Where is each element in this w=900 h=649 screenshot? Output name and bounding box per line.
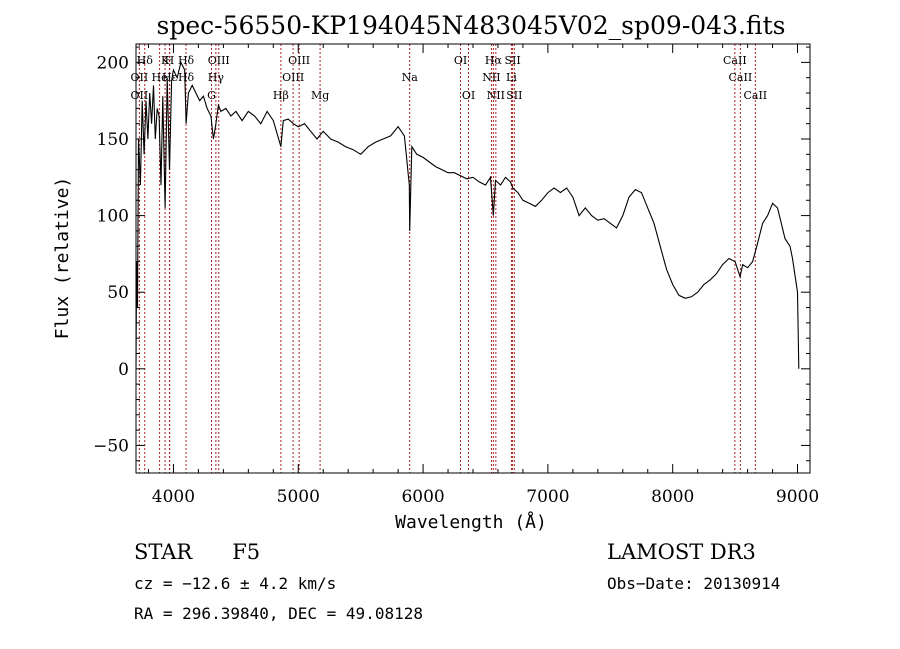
line-marker-label: OIII (282, 71, 304, 84)
line-marker-label: K (161, 54, 170, 67)
y-axis-label: Flux (relative) (52, 177, 73, 340)
plot-frame (135, 43, 811, 474)
line-marker-label: Mg (311, 89, 329, 102)
y-tick-label: 100 (97, 207, 129, 227)
line-marker-label: Li (506, 71, 517, 84)
line-marker-label: CaII (729, 71, 753, 84)
x-tick-label: 5000 (277, 487, 320, 507)
x-tick-label: 9000 (776, 487, 819, 507)
spectrum-line (135, 60, 800, 369)
line-marker-label: SII (506, 89, 522, 102)
line-marker-label: Hα (485, 54, 503, 67)
redshift-info: cz = −12.6 ± 4.2 km/s (134, 574, 337, 593)
y-tick-label: 150 (97, 130, 129, 150)
line-marker-label: H (165, 54, 175, 67)
line-marker-label: CaII (723, 54, 747, 67)
y-tick-label: 50 (107, 283, 129, 303)
chart-title: spec-56550-KP194045N483045V02_sp09-043.f… (157, 11, 786, 40)
line-marker-label: Hδ (178, 71, 195, 84)
x-axis-label: Wavelength (Å) (395, 511, 547, 533)
x-tick-label: 4000 (152, 487, 195, 507)
y-axis: −50 0 50 100 150 200 (93, 46, 810, 462)
y-tick-label: −50 (93, 436, 129, 456)
line-marker-label: Hγ (208, 71, 225, 84)
x-tick-label: 7000 (526, 487, 569, 507)
line-marker-label: Hβ (273, 89, 289, 102)
object-class-label: STAR (134, 540, 193, 564)
y-tick-label: 200 (97, 53, 129, 73)
line-marker-label: Hδ (137, 54, 154, 67)
ra-dec: RA = 296.39840, DEC = 49.08128 (134, 604, 423, 623)
x-tick-label: 6000 (401, 487, 444, 507)
line-marker-label: OI (454, 54, 467, 67)
line-marker-label: OIII (288, 54, 310, 67)
line-marker-label: NII (487, 89, 505, 102)
survey-label: LAMOST DR3 (607, 540, 756, 564)
line-marker-label: G (207, 89, 216, 102)
line-marker-label: Hε (162, 71, 178, 84)
spectrum-chart: spec-56550-KP194045N483045V02_sp09-043.f… (52, 11, 819, 533)
line-marker-label: NII (482, 71, 500, 84)
line-marker-label: Na (402, 71, 419, 84)
line-marker-label: CaII (743, 89, 767, 102)
line-marker-label: OII (131, 89, 149, 102)
y-tick-label: 0 (118, 360, 129, 380)
spectral-subclass: F5 (232, 540, 261, 564)
x-axis: 4000 5000 6000 7000 8000 9000 (147, 44, 819, 507)
obs-date: Obs−Date: 20130914 (607, 574, 781, 593)
line-marker-label: OI (462, 89, 475, 102)
line-marker-label: He (152, 71, 168, 84)
object-class: STAR F5 (134, 540, 260, 564)
line-marker-label: OIII (208, 54, 230, 67)
line-markers (138, 44, 756, 473)
x-tick-label: 8000 (651, 487, 694, 507)
line-marker-label: SII (504, 54, 520, 67)
